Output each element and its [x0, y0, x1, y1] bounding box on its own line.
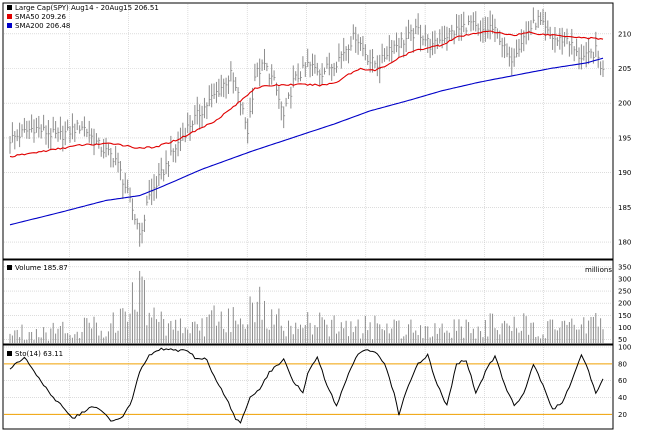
- price-ytick-label: 180: [618, 239, 631, 247]
- volume-ytick-label: 300: [618, 275, 631, 283]
- volume-ytick-label: 100: [618, 324, 631, 332]
- price-legend-swatch: [7, 23, 12, 28]
- volume-ytick-label: 50: [618, 336, 627, 344]
- price-axis: 180 185 190 195 200 205 210: [618, 30, 631, 246]
- stochastic-panel-frame: [2, 344, 614, 430]
- stochastic-panel: 20 40 60 80 100 Sto(14) 63.11: [2, 344, 631, 430]
- volume-panel-frame: [2, 259, 614, 345]
- price-bars: [9, 7, 605, 247]
- volume-panel: 50 100 150 200 250 300 350 Volume 185.87 millio…: [2, 259, 631, 345]
- sma200-line: [9, 57, 604, 226]
- stochastic-series-line: [9, 347, 604, 424]
- price-ytick-label: 200: [618, 100, 631, 108]
- volume-ytick-label: 150: [618, 312, 631, 320]
- price-moving-averages: [9, 30, 604, 226]
- volume-legend-swatch: [7, 265, 12, 270]
- price-ytick-label: 210: [618, 30, 631, 38]
- price-legend-entry: SMA50 209.26: [15, 13, 66, 21]
- price-ytick-label: 195: [618, 134, 631, 142]
- volume-bars: [9, 270, 604, 343]
- price-ytick-label: 185: [618, 204, 631, 212]
- price-legend-entry: SMA200 206.48: [15, 22, 70, 30]
- stochastic-ytick-label: 80: [618, 360, 627, 368]
- volume-unit-label: millions: [585, 266, 612, 274]
- price-legend-swatch: [7, 14, 12, 19]
- stochastic-ytick-label: 40: [618, 394, 627, 402]
- sma50-line: [9, 30, 604, 158]
- price-legend: Large Cap(SPY) Aug14 - 20Aug15 206.51SMA…: [7, 4, 159, 30]
- stochastic-axis: 20 40 60 80 100: [618, 344, 631, 419]
- stochastic-ytick-label: 60: [618, 377, 627, 385]
- price-ytick-label: 205: [618, 65, 631, 73]
- price-panel: 180 185 190 195 200 205 210 Large Cap(SPY) Aug…: [2, 2, 631, 260]
- price-legend-swatch: [7, 5, 12, 10]
- stochastic-legend-entry: Sto(14) 63.11: [15, 350, 63, 358]
- stochastic-ytick-label: 100: [618, 344, 631, 352]
- volume-ytick-label: 350: [618, 263, 631, 271]
- volume-axis: 50 100 150 200 250 300 350: [618, 263, 631, 344]
- price-grid: [4, 4, 612, 258]
- volume-legend-entry: Volume 185.87: [15, 264, 68, 272]
- price-ytick-label: 190: [618, 169, 631, 177]
- stochastic-line: [9, 347, 604, 424]
- price-legend-entry: Large Cap(SPY) Aug14 - 20Aug15 206.51: [15, 4, 159, 12]
- stochastic-legend-swatch: [7, 351, 12, 356]
- stochastic-legend: Sto(14) 63.11: [7, 350, 63, 358]
- price-panel-frame: [2, 2, 614, 260]
- volume-ytick-label: 200: [618, 300, 631, 308]
- stochastic-ytick-label: 20: [618, 411, 627, 419]
- volume-legend: Volume 185.87 millions: [7, 264, 612, 274]
- volume-ytick-label: 250: [618, 288, 631, 296]
